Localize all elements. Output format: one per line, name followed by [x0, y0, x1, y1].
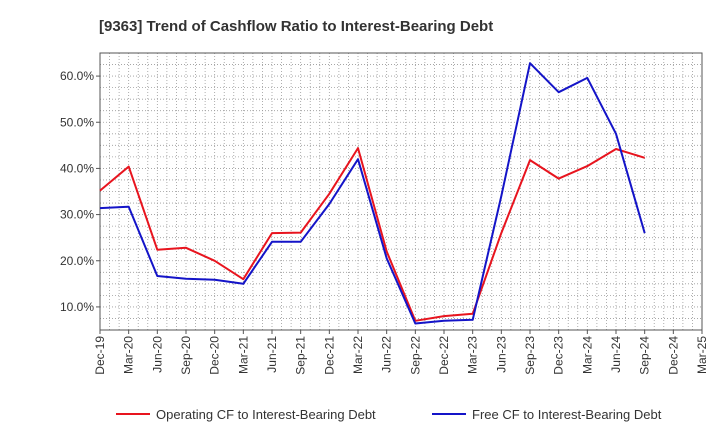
x-tick-label: Sep-20 — [179, 336, 193, 375]
x-tick-label: Dec-21 — [322, 336, 336, 375]
y-tick-label: 60.0% — [60, 69, 94, 83]
x-tick-label: Dec-19 — [93, 336, 107, 375]
x-tick-label: Jun-21 — [265, 336, 279, 373]
x-tick-label: Mar-25 — [695, 336, 709, 374]
y-tick-label: 40.0% — [60, 161, 94, 175]
series-line-free-cf — [99, 62, 646, 325]
x-tick-label: Dec-22 — [437, 336, 451, 375]
x-tick-label: Sep-22 — [408, 336, 422, 375]
x-tick-label: Jun-23 — [494, 336, 508, 373]
x-tick-label: Mar-22 — [351, 336, 365, 374]
x-tick-label: Jun-22 — [380, 336, 394, 373]
x-tick-label: Mar-23 — [466, 336, 480, 374]
series-line-operating-cf — [99, 147, 645, 322]
y-tick-label: 50.0% — [60, 115, 94, 129]
x-axis-ticks: Dec-19 Mar-20 Jun-20 Sep-20 Dec-20 Mar-21 Jun-… — [93, 330, 709, 375]
x-tick-label: Mar-24 — [580, 336, 594, 374]
x-tick-label: Dec-24 — [666, 336, 680, 375]
y-tick-label: 10.0% — [60, 300, 94, 314]
x-tick-label: Sep-21 — [294, 336, 308, 375]
x-tick-label: Mar-21 — [236, 336, 250, 374]
y-axis-ticks: 10.0% 20.0% 30.0% 40.0% 50.0% 60.0% — [60, 69, 100, 314]
y-tick-label: 20.0% — [60, 254, 94, 268]
x-tick-label: Sep-23 — [523, 336, 537, 375]
x-tick-label: Mar-20 — [122, 336, 136, 374]
x-tick-label: Jun-20 — [150, 336, 164, 373]
legend: Operating CF to Interest-Bearing Debt Fre… — [116, 407, 662, 422]
x-tick-label: Dec-20 — [208, 336, 222, 375]
x-tick-label: Sep-24 — [638, 336, 652, 375]
y-tick-label: 30.0% — [60, 208, 94, 222]
chart-title: [9363] Trend of Cashflow Ratio to Intere… — [99, 18, 493, 35]
x-tick-label: Jun-24 — [609, 336, 623, 373]
legend-label: Operating CF to Interest-Bearing Debt — [156, 407, 376, 422]
series-layer — [99, 62, 646, 325]
legend-label: Free CF to Interest-Bearing Debt — [472, 407, 662, 422]
plot-frame — [99, 52, 703, 331]
x-tick-label: Dec-23 — [552, 336, 566, 375]
